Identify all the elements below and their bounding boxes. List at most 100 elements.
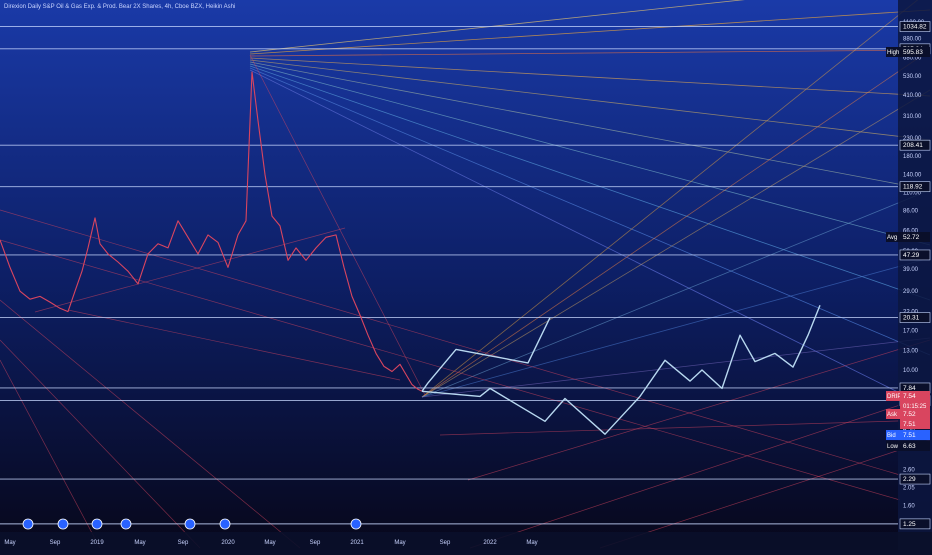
y-tick-label: 310.00 xyxy=(903,114,922,120)
y-tick-label: 110.00 xyxy=(903,190,922,196)
trend-line xyxy=(0,209,901,476)
event-marker xyxy=(184,518,196,530)
series-line xyxy=(421,304,821,435)
series-line xyxy=(421,317,551,392)
fan-line xyxy=(421,89,931,398)
level-label: 1.25 xyxy=(903,521,916,528)
event-marker xyxy=(219,518,231,530)
x-tick-label: May xyxy=(134,540,145,546)
trend-line xyxy=(0,299,301,549)
badge-value-bg xyxy=(900,409,930,419)
y-tick-label: 39.00 xyxy=(903,267,919,273)
price-badge: DRIP 7.54 01:15:25 xyxy=(886,391,930,410)
badge-value-bg xyxy=(900,47,930,57)
y-tick-label: 140.00 xyxy=(903,173,922,179)
badge-value: 7.51 xyxy=(903,432,916,439)
badge-label: Bid xyxy=(887,433,896,439)
trend-line xyxy=(34,227,346,313)
badge-label: High xyxy=(887,50,899,56)
badge-value-bg xyxy=(900,441,930,451)
level-label-box xyxy=(899,249,931,261)
x-tick-label: May xyxy=(526,540,537,546)
trend-line xyxy=(0,339,201,549)
fan-line xyxy=(249,0,745,53)
level-label: 2.29 xyxy=(903,476,916,483)
level-label: 7.84 xyxy=(903,385,916,392)
price-badge: High 595.83 xyxy=(886,47,930,57)
trend-line xyxy=(0,239,901,501)
badge-label: Low xyxy=(887,444,899,450)
badge-label: DRIP xyxy=(887,394,901,400)
x-tick-label: 2021 xyxy=(350,540,364,546)
level-label-box xyxy=(899,312,931,323)
level-label-box xyxy=(899,473,931,485)
x-tick-label: Sep xyxy=(440,540,451,546)
price-badge: Avg 52.72 xyxy=(886,232,930,242)
price-badge: Low 6.63 xyxy=(886,441,930,451)
trend-line xyxy=(439,419,931,436)
event-marker xyxy=(57,518,69,530)
level-label: 20.31 xyxy=(903,315,920,322)
x-tick-label: Sep xyxy=(310,540,321,546)
event-marker xyxy=(350,518,362,530)
y-tick-label: 530.00 xyxy=(903,74,922,80)
trend-line xyxy=(67,309,401,381)
y-tick-label: 2.60 xyxy=(903,468,915,474)
fan-line xyxy=(249,49,931,57)
fan-line xyxy=(249,69,931,409)
y-tick-label: 880.00 xyxy=(903,37,922,43)
fan-line xyxy=(249,63,931,246)
badge-label: Ask xyxy=(887,412,898,418)
badge-value-bg xyxy=(900,430,930,440)
y-tick-label: 17.00 xyxy=(903,329,919,335)
badge-extra-bg xyxy=(900,401,930,410)
x-tick-label: May xyxy=(264,540,275,546)
fan-line xyxy=(249,61,931,191)
x-tick-label: 2019 xyxy=(90,540,104,546)
level-label: 118.92 xyxy=(903,184,923,191)
chart-title: Direxion Daily S&P Oil & Gas Exp. & Prod… xyxy=(4,4,236,10)
event-marker xyxy=(120,518,132,530)
fan-line xyxy=(249,9,931,55)
level-label-box xyxy=(899,518,931,530)
y-tick-label: 180.00 xyxy=(903,154,922,160)
x-tick-label: May xyxy=(394,540,405,546)
fan-line xyxy=(249,67,931,356)
badge-label-bg xyxy=(886,430,900,440)
level-label-box xyxy=(899,21,931,32)
y-tick-label: 29.00 xyxy=(903,289,919,295)
y-tick-label: 66.00 xyxy=(903,228,919,234)
series-line xyxy=(0,71,423,392)
level-label: 1034.82 xyxy=(903,24,927,31)
badge-value: 595.83 xyxy=(903,49,923,56)
badge-value-bg xyxy=(900,419,930,429)
fan-line xyxy=(421,0,919,398)
event-marker xyxy=(91,518,103,530)
badge-label-bg xyxy=(886,409,900,419)
fan-line xyxy=(249,59,931,141)
y-tick-label: 10.00 xyxy=(903,368,919,374)
badge-value: 7.54 xyxy=(903,393,916,400)
y-tick-label: 410.00 xyxy=(903,93,922,99)
fan-line xyxy=(421,189,931,398)
level-label: 208.41 xyxy=(903,142,923,149)
price-badge: Bid 7.51 xyxy=(886,430,930,440)
y-tick-label: 13.00 xyxy=(903,349,919,355)
x-tick-label: Sep xyxy=(50,540,61,546)
y-axis-area xyxy=(898,0,932,550)
x-tick-label: 2020 xyxy=(221,540,235,546)
badge-value-bg xyxy=(900,232,930,242)
trend-line xyxy=(469,394,931,549)
badge-label-bg xyxy=(886,441,900,451)
badge-value: 52.72 xyxy=(903,234,920,241)
level-label-box xyxy=(899,139,931,151)
badge-value: 6.63 xyxy=(903,443,916,450)
x-tick-label: 2022 xyxy=(483,540,497,546)
trend-line xyxy=(467,339,931,481)
trend-line xyxy=(249,54,426,396)
event-marker xyxy=(22,518,34,530)
trend-line xyxy=(599,439,931,549)
